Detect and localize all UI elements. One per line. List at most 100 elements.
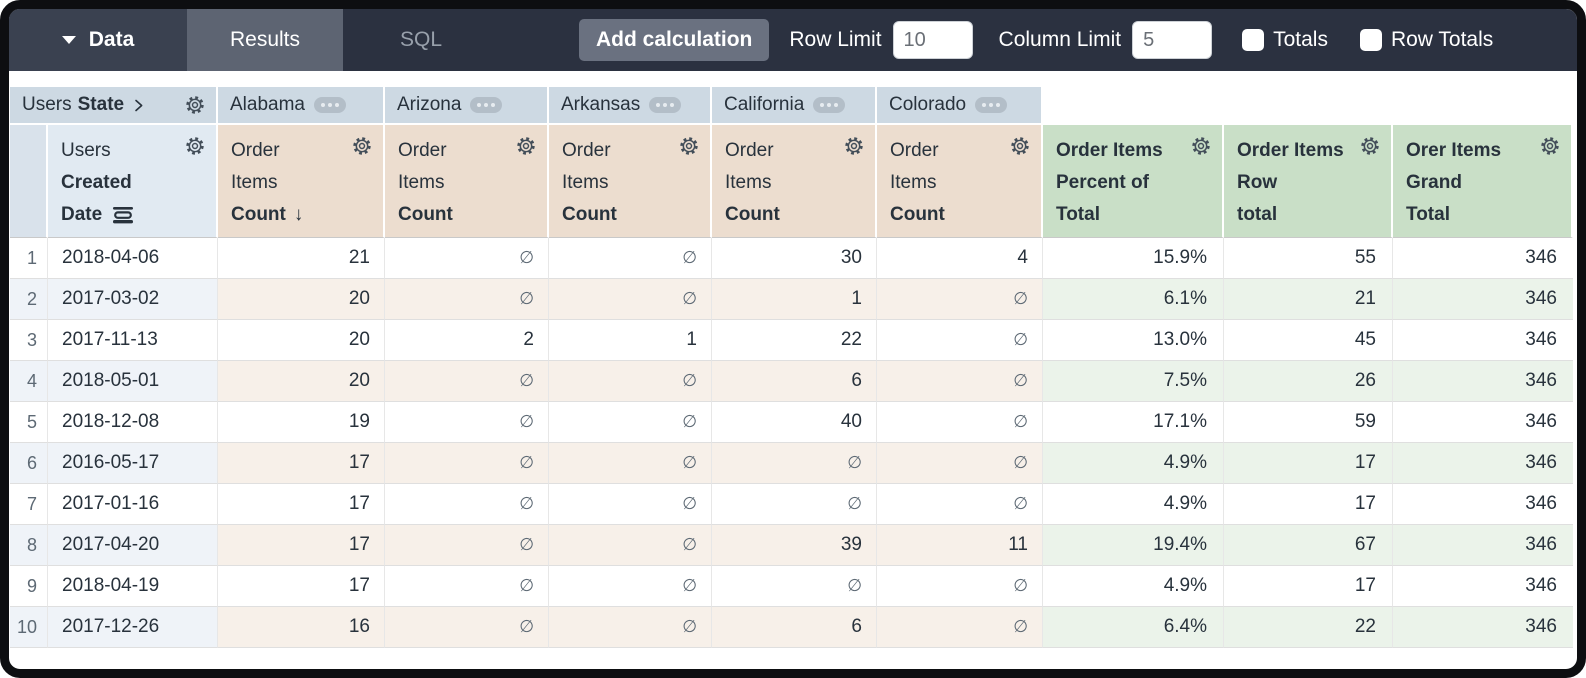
header-row-total[interactable]: Order Items Row total xyxy=(1224,125,1393,238)
value-cell[interactable]: ∅ xyxy=(712,443,877,484)
header-order-items-count-california[interactable]: Order Items Count xyxy=(712,125,877,238)
calc-cell[interactable]: 346 xyxy=(1393,484,1573,525)
value-cell[interactable]: 40 xyxy=(712,402,877,443)
calc-cell[interactable]: 21 xyxy=(1224,279,1393,320)
value-cell[interactable]: ∅ xyxy=(385,525,549,566)
calc-cell[interactable]: 346 xyxy=(1393,525,1573,566)
value-cell[interactable]: 17 xyxy=(218,443,385,484)
value-cell[interactable]: ∅ xyxy=(877,402,1043,443)
calc-cell[interactable]: 45 xyxy=(1224,320,1393,361)
value-cell[interactable]: 17 xyxy=(218,566,385,607)
value-cell[interactable]: 6 xyxy=(712,607,877,648)
calc-cell[interactable]: 17 xyxy=(1224,484,1393,525)
tab-results[interactable]: Results xyxy=(187,9,343,71)
calc-cell[interactable]: 346 xyxy=(1393,566,1573,607)
value-cell[interactable]: 39 xyxy=(712,525,877,566)
value-cell[interactable]: 4 xyxy=(877,238,1043,279)
gear-icon[interactable] xyxy=(515,135,537,157)
gear-icon[interactable] xyxy=(184,135,206,157)
value-cell[interactable]: ∅ xyxy=(385,607,549,648)
calc-cell[interactable]: 4.9% xyxy=(1043,484,1224,525)
header-order-items-count-arkansas[interactable]: Order Items Count xyxy=(549,125,712,238)
calc-cell[interactable]: 13.0% xyxy=(1043,320,1224,361)
date-cell[interactable]: 2018-04-06 xyxy=(48,238,218,279)
calc-cell[interactable]: 4.9% xyxy=(1043,566,1224,607)
calc-cell[interactable]: 346 xyxy=(1393,607,1573,648)
pivot-value-california[interactable]: California xyxy=(712,87,877,125)
gear-icon[interactable] xyxy=(1539,135,1561,157)
pivot-field-header[interactable]: Users State xyxy=(10,87,218,125)
value-cell[interactable]: ∅ xyxy=(549,443,712,484)
date-cell[interactable]: 2018-04-19 xyxy=(48,566,218,607)
value-cell[interactable]: 1 xyxy=(549,320,712,361)
ellipsis-menu-icon[interactable] xyxy=(975,97,1008,113)
calc-cell[interactable]: 17 xyxy=(1224,566,1393,607)
value-cell[interactable]: ∅ xyxy=(385,238,549,279)
data-menu[interactable]: Data xyxy=(9,9,187,71)
calc-cell[interactable]: 6.1% xyxy=(1043,279,1224,320)
calc-cell[interactable]: 4.9% xyxy=(1043,443,1224,484)
date-cell[interactable]: 2017-12-26 xyxy=(48,607,218,648)
value-cell[interactable]: ∅ xyxy=(877,279,1043,320)
date-cell[interactable]: 2016-05-17 xyxy=(48,443,218,484)
gear-icon[interactable] xyxy=(351,135,373,157)
pivot-value-alabama[interactable]: Alabama xyxy=(218,87,385,125)
pivot-value-arizona[interactable]: Arizona xyxy=(385,87,549,125)
header-order-items-count-arizona[interactable]: Order Items Count xyxy=(385,125,549,238)
value-cell[interactable]: 20 xyxy=(218,320,385,361)
value-cell[interactable]: 20 xyxy=(218,361,385,402)
header-order-items-count-colorado[interactable]: Order Items Count xyxy=(877,125,1043,238)
calc-cell[interactable]: 55 xyxy=(1224,238,1393,279)
header-grand-total[interactable]: Orer Items Grand Total xyxy=(1393,125,1573,238)
value-cell[interactable]: ∅ xyxy=(549,238,712,279)
calc-cell[interactable]: 346 xyxy=(1393,361,1573,402)
value-cell[interactable]: ∅ xyxy=(712,566,877,607)
value-cell[interactable]: 21 xyxy=(218,238,385,279)
value-cell[interactable]: ∅ xyxy=(877,607,1043,648)
value-cell[interactable]: ∅ xyxy=(712,484,877,525)
value-cell[interactable]: ∅ xyxy=(877,443,1043,484)
value-cell[interactable]: ∅ xyxy=(549,607,712,648)
row-limit-input[interactable] xyxy=(892,21,973,59)
value-cell[interactable]: 6 xyxy=(712,361,877,402)
ellipsis-menu-icon[interactable] xyxy=(813,97,846,113)
value-cell[interactable]: 2 xyxy=(385,320,549,361)
value-cell[interactable]: 20 xyxy=(218,279,385,320)
value-cell[interactable]: 1 xyxy=(712,279,877,320)
calc-cell[interactable]: 22 xyxy=(1224,607,1393,648)
gear-icon[interactable] xyxy=(1190,135,1212,157)
date-cell[interactable]: 2018-12-08 xyxy=(48,402,218,443)
calc-cell[interactable]: 346 xyxy=(1393,279,1573,320)
value-cell[interactable]: ∅ xyxy=(877,361,1043,402)
pivot-value-arkansas[interactable]: Arkansas xyxy=(549,87,712,125)
gear-icon[interactable] xyxy=(843,135,865,157)
value-cell[interactable]: ∅ xyxy=(549,566,712,607)
value-cell[interactable]: 22 xyxy=(712,320,877,361)
value-cell[interactable]: ∅ xyxy=(385,402,549,443)
value-cell[interactable]: ∅ xyxy=(549,361,712,402)
ellipsis-menu-icon[interactable] xyxy=(649,97,682,113)
date-cell[interactable]: 2018-05-01 xyxy=(48,361,218,402)
totals-checkbox[interactable] xyxy=(1242,29,1265,51)
calc-cell[interactable]: 67 xyxy=(1224,525,1393,566)
value-cell[interactable]: 17 xyxy=(218,525,385,566)
calc-cell[interactable]: 26 xyxy=(1224,361,1393,402)
calc-cell[interactable]: 6.4% xyxy=(1043,607,1224,648)
header-order-items-count-alabama[interactable]: Order Items Count ↓ xyxy=(218,125,385,238)
calc-cell[interactable]: 59 xyxy=(1224,402,1393,443)
gear-icon[interactable] xyxy=(678,135,700,157)
value-cell[interactable]: 16 xyxy=(218,607,385,648)
value-cell[interactable]: ∅ xyxy=(385,361,549,402)
calc-cell[interactable]: 15.9% xyxy=(1043,238,1224,279)
column-limit-input[interactable] xyxy=(1132,21,1213,59)
date-cell[interactable]: 2017-11-13 xyxy=(48,320,218,361)
value-cell[interactable]: 11 xyxy=(877,525,1043,566)
value-cell[interactable]: ∅ xyxy=(385,566,549,607)
value-cell[interactable]: ∅ xyxy=(549,402,712,443)
header-percent-of-total[interactable]: Order Items Percent of Total xyxy=(1043,125,1224,238)
calc-cell[interactable]: 17.1% xyxy=(1043,402,1224,443)
date-cell[interactable]: 2017-01-16 xyxy=(48,484,218,525)
value-cell[interactable]: 19 xyxy=(218,402,385,443)
add-calculation-button[interactable]: Add calculation xyxy=(579,19,770,61)
calc-cell[interactable]: 7.5% xyxy=(1043,361,1224,402)
